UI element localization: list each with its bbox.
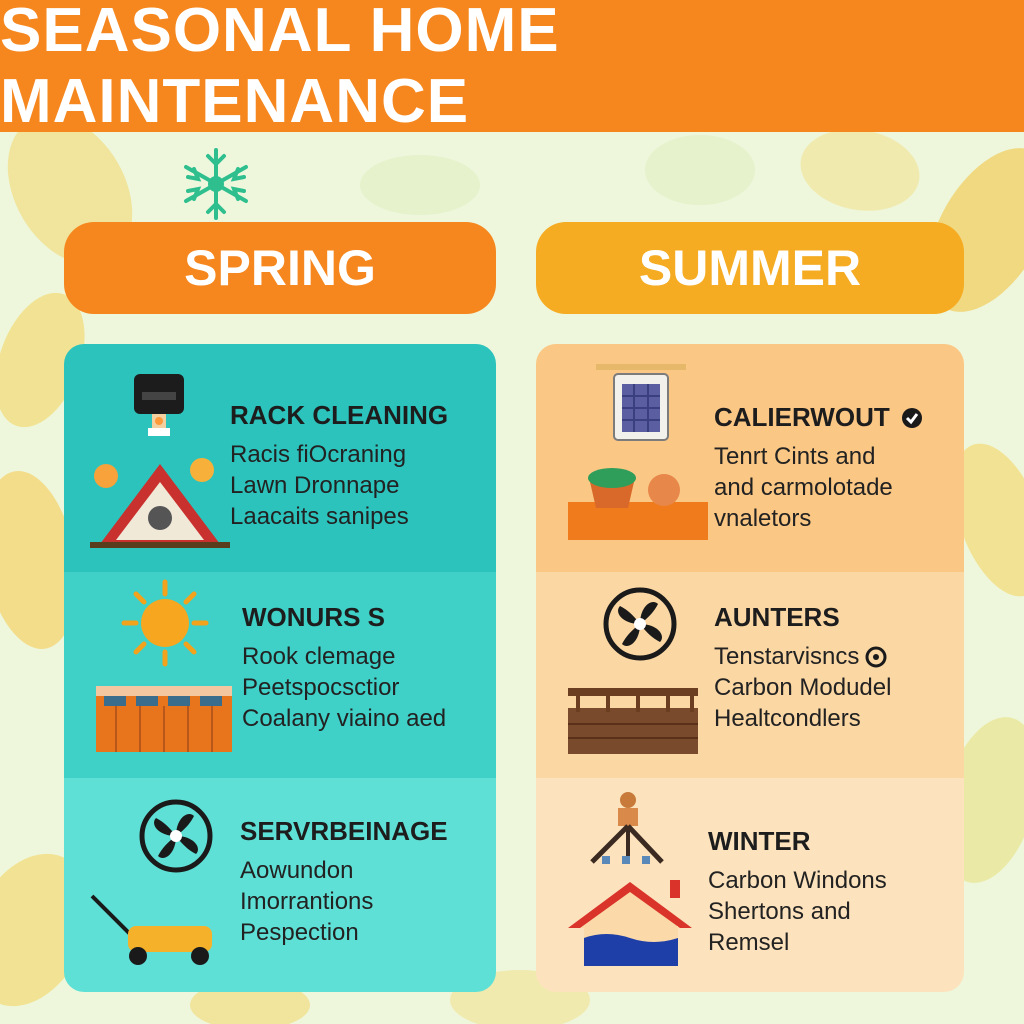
spring-row-1-line-2: Lawn Dronnape	[230, 472, 400, 499]
spring-panel: RACK CLEANING Racis fiOcraning Lawn Dron…	[64, 344, 496, 992]
header-banner: SEASONAL HOME MAINTENANCE	[0, 0, 1024, 136]
fan-icon	[139, 799, 213, 873]
air-filter-icon	[596, 364, 686, 441]
spring-row-3-line-1: Aowundon	[240, 857, 354, 884]
summer-row-2-line-1: Tenstarvisncs	[714, 641, 891, 672]
summer-panel: CALIERWOUT Tenrt Cints and and carmolota…	[536, 344, 964, 992]
spring-row-2: WONURS S Rook clemage Peetspocsctior Coa…	[64, 572, 496, 778]
light-fixture-icon	[134, 374, 184, 436]
roof-house-icon	[90, 458, 230, 548]
summer-row-2-heading: AUNTERS	[714, 602, 840, 632]
summer-row-3-line-1: Carbon Windons	[708, 867, 887, 894]
spring-row-2-line-2: Peetspocsctior	[242, 674, 400, 701]
spring-label: SPRING	[64, 222, 496, 314]
snowflake-icon	[184, 148, 248, 220]
summer-label: SUMMER	[536, 222, 964, 314]
summer-row-2-line-2: Carbon Modudel	[714, 674, 892, 701]
spring-row-1-heading: RACK CLEANING	[230, 400, 449, 430]
summer-row-1: CALIERWOUT Tenrt Cints and and carmolota…	[536, 344, 964, 572]
spring-row-2-heading: WONURS S	[242, 602, 385, 632]
planter-icon	[568, 468, 708, 540]
fan-icon	[603, 587, 677, 661]
summer-row-3-line-3: Remsel	[708, 929, 790, 956]
summer-row-1-heading: CALIERWOUT	[714, 402, 924, 433]
fence-icon	[96, 686, 232, 752]
badge-icon	[865, 646, 887, 667]
summer-row-1-line-1: Tenrt Cints and	[714, 443, 876, 470]
summer-row-2-line-1-text: Tenstarvisncs	[714, 643, 860, 670]
check-circle-icon	[901, 407, 922, 428]
spring-row-2-line-1: Rook clemage	[242, 643, 396, 670]
flooded-house-icon	[568, 880, 692, 966]
spring-row-3-heading: SERVRBEINAGE	[240, 816, 448, 846]
summer-row-1-heading-text: CALIERWOUT	[714, 402, 890, 432]
lawn-mower-icon	[90, 894, 212, 965]
summer-row-3: WINTER Carbon Windons Shertons and Remse…	[536, 778, 964, 992]
tripod-icon	[590, 792, 664, 864]
spring-row-2-line-3: Coalany viaino aed	[242, 705, 447, 732]
deck-icon	[568, 688, 698, 754]
spring-row-1-line-1: Racis fiOcraning	[230, 441, 407, 468]
spring-row-1: RACK CLEANING Racis fiOcraning Lawn Dron…	[64, 344, 496, 572]
sun-icon	[121, 579, 209, 667]
page-title: SEASONAL HOME MAINTENANCE	[0, 0, 560, 136]
summer-row-2-line-3: Healtcondlers	[714, 705, 861, 732]
spring-row-1-line-3: Laacaits sanipes	[230, 503, 409, 530]
summer-row-2: AUNTERS Tenstarvisncs Carbon Modudel Hea…	[536, 572, 964, 778]
spring-row-3-line-3: Pespection	[240, 919, 359, 946]
spring-row-3: SERVRBEINAGE Aowundon Imorrantions Pespe…	[64, 778, 496, 992]
summer-row-1-line-2: and carmolotade	[714, 474, 893, 501]
summer-row-3-line-2: Shertons and	[708, 898, 851, 925]
spring-row-3-line-2: Imorrantions	[240, 888, 374, 915]
summer-row-1-line-3: vnaletors	[714, 505, 812, 532]
summer-row-3-heading: WINTER	[708, 826, 811, 856]
